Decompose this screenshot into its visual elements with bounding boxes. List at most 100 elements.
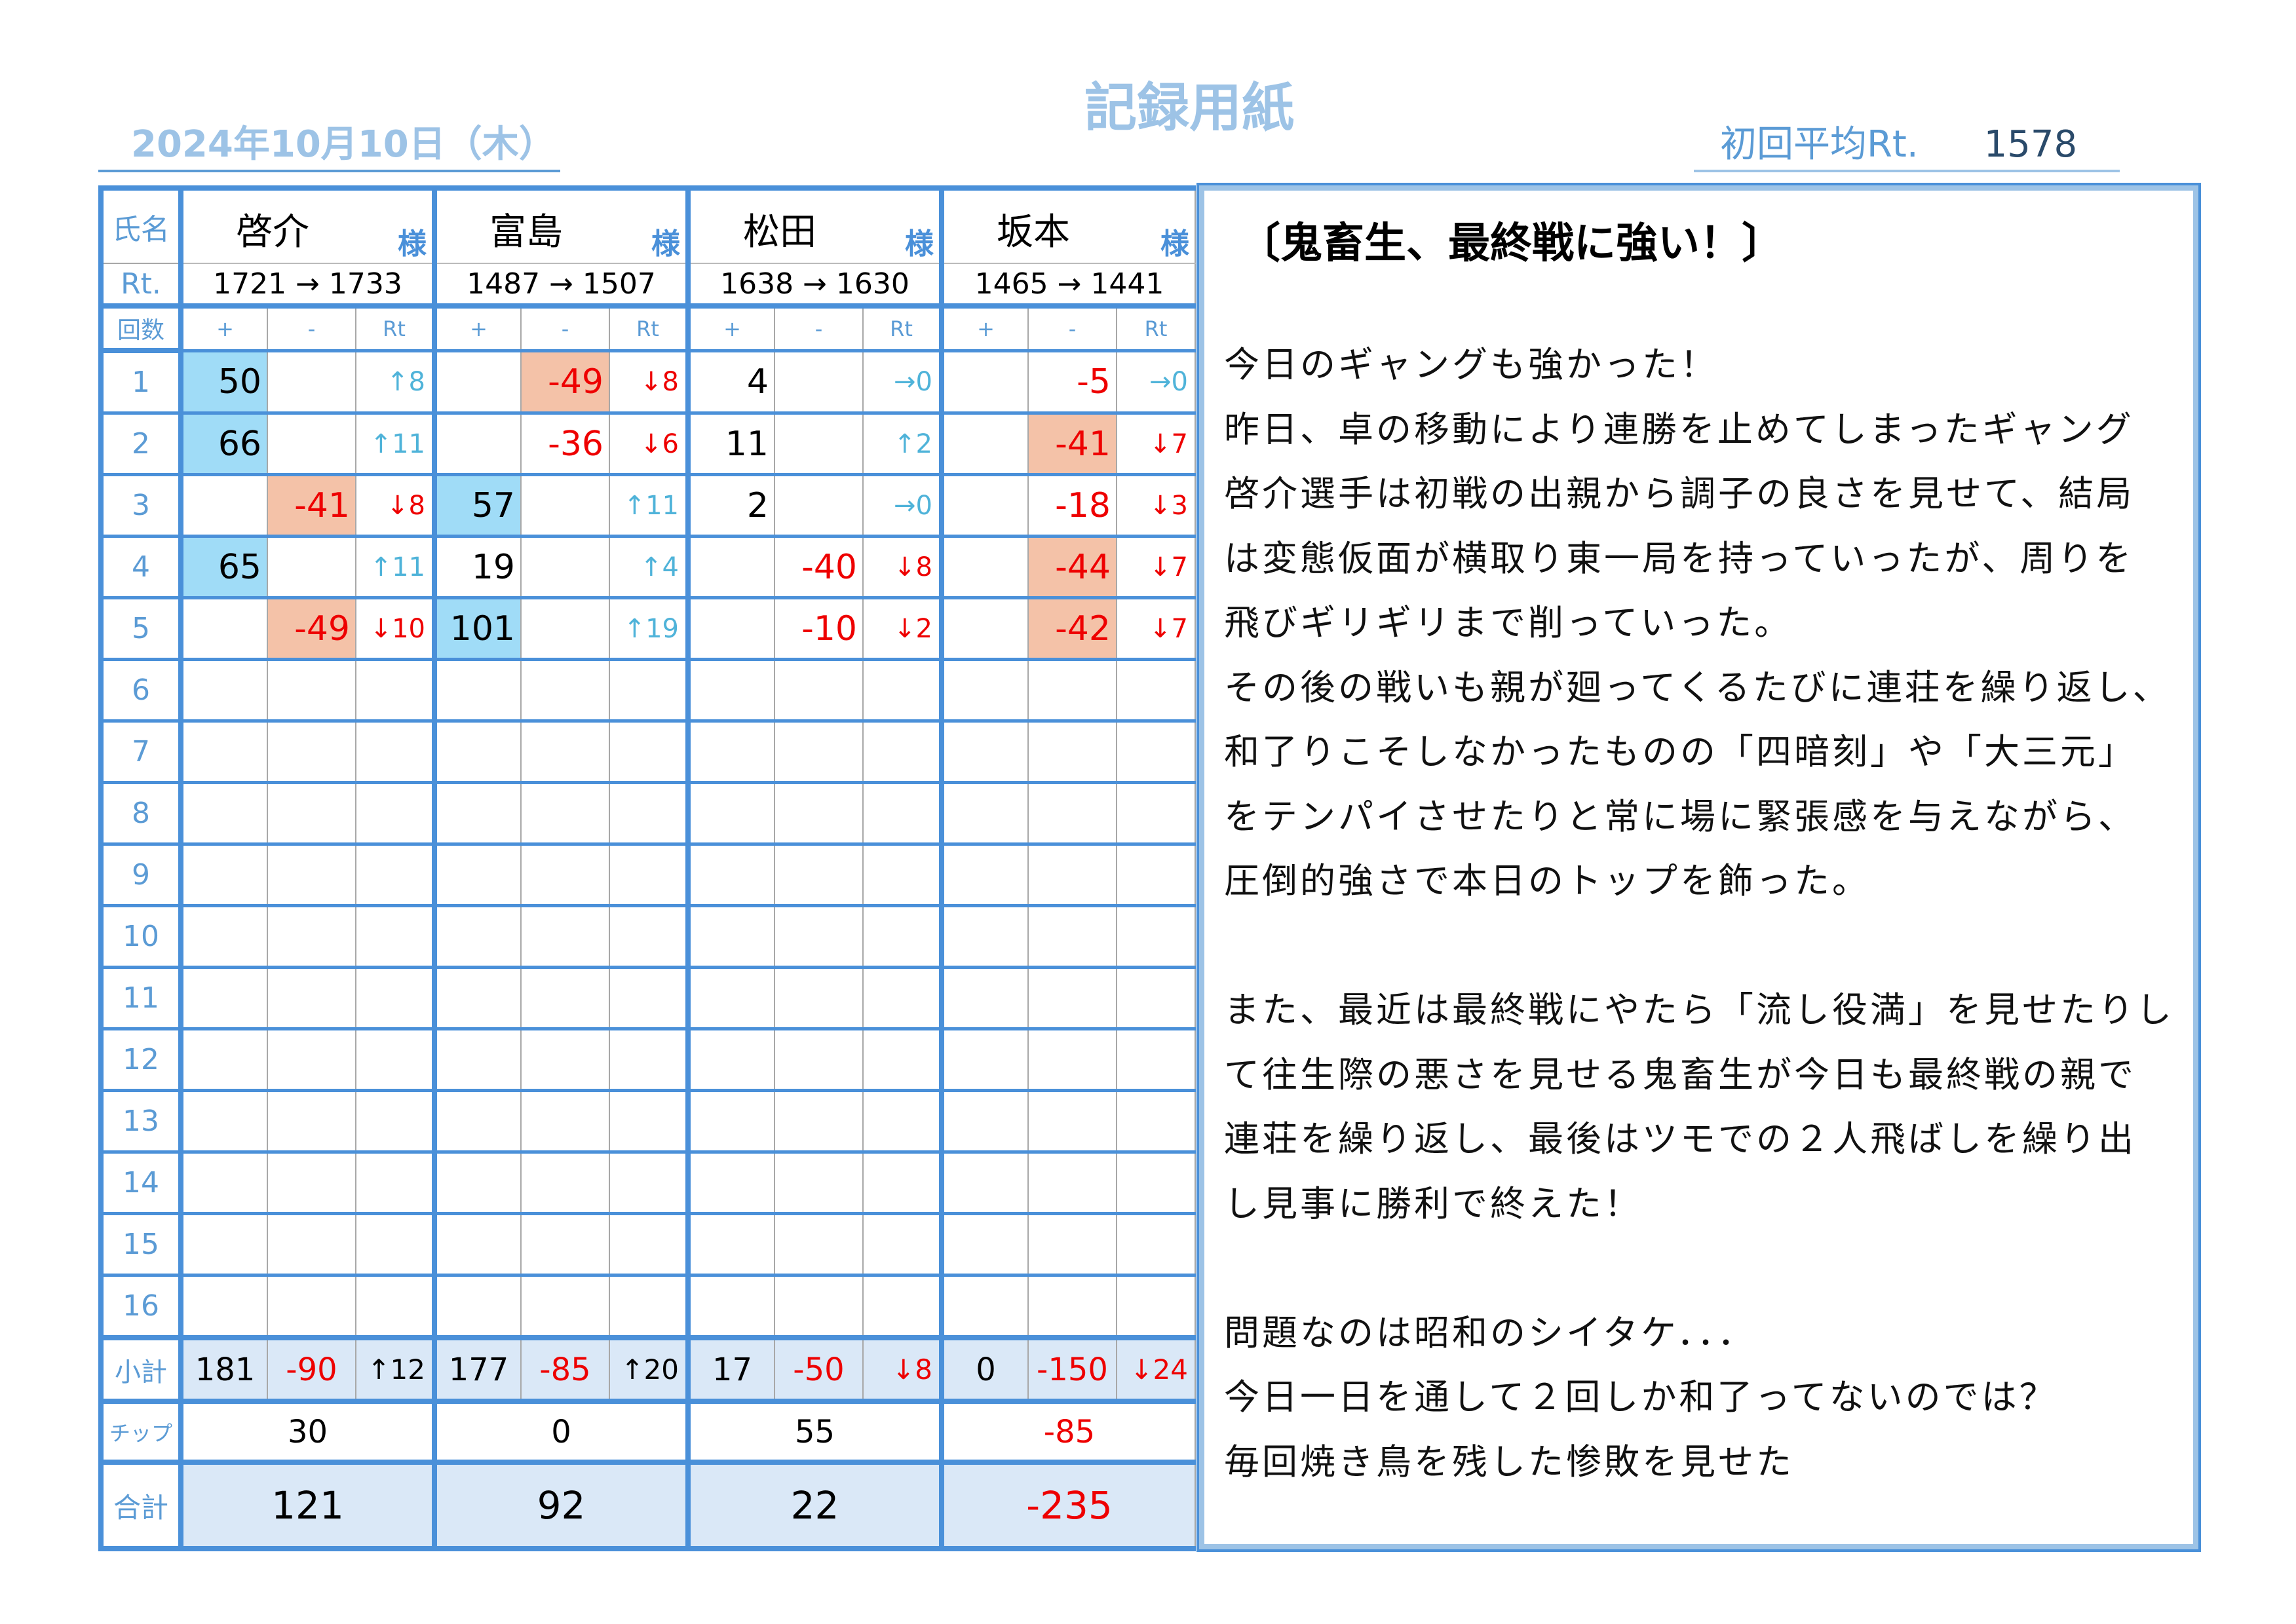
plus-score: 66 (178, 411, 268, 476)
rating-delta: ↓7 (1116, 596, 1196, 660)
round-number: 16 (98, 1274, 182, 1338)
col-minus: - (267, 303, 356, 351)
minus-score (774, 966, 864, 1030)
rating-delta: ↓6 (609, 411, 689, 476)
minus-score (1027, 966, 1117, 1030)
subtotal-rt: ↑20 (609, 1335, 689, 1402)
plus-score (939, 658, 1029, 722)
page-title: 記録用紙 (1084, 77, 1294, 138)
subtotal-plus: 177 (432, 1335, 522, 1402)
col-plus: + (432, 303, 522, 351)
col-minus: - (520, 303, 610, 351)
round-number: 11 (98, 966, 182, 1030)
memo-line: 飛びギリギリまで削っていった。 (1224, 602, 1793, 643)
plus-score (685, 1274, 775, 1338)
rating-delta (862, 1150, 942, 1215)
plus-score (178, 1274, 268, 1338)
minus-score (267, 966, 356, 1030)
subtotal-minus: -150 (1027, 1335, 1117, 1402)
col-minus: - (1027, 303, 1117, 351)
plus-score (178, 1212, 268, 1276)
rating-delta: ↑2 (862, 411, 942, 476)
plus-score (432, 842, 522, 907)
plus-score: 19 (432, 535, 522, 599)
minus-score (774, 781, 864, 845)
memo-line: て往生際の悪さを見せる鬼畜生が今日も最終戦の親で (1224, 1053, 2136, 1095)
minus-score (520, 781, 610, 845)
minus-score (520, 1212, 610, 1276)
minus-score (1027, 719, 1117, 784)
player-name-cell: 啓介 様 (178, 185, 435, 264)
minus-score (1027, 904, 1117, 968)
minus-score: -18 (1027, 473, 1117, 537)
memo-body: 今日のギャングも強かった！ 昨日、卓の移動により連勝を止めてしまったギャング 啓介選… (1224, 333, 2174, 1494)
minus-score (774, 473, 864, 537)
minus-score: -41 (267, 473, 356, 537)
rating-delta (1116, 904, 1196, 968)
plus-score: 4 (685, 349, 775, 414)
label-rating: Rt. (98, 263, 182, 307)
game-row: 10 (98, 904, 1196, 968)
plus-score (685, 535, 775, 599)
plus-score (685, 781, 775, 845)
round-number: 2 (98, 411, 182, 476)
rating-delta (609, 966, 689, 1030)
minus-score: -40 (774, 535, 864, 599)
plus-score (432, 1274, 522, 1338)
plus-score (939, 596, 1029, 660)
minus-score (1027, 1150, 1117, 1215)
col-plus: + (178, 303, 268, 351)
label-total: 合計 (98, 1460, 182, 1551)
memo-line: し見事に勝利で終えた！ (1224, 1182, 1642, 1224)
minus-score (520, 658, 610, 722)
plus-score (432, 1089, 522, 1153)
game-row: 4 65 ↑11 19 ↑4 -40 ↓8 -44 ↓7 (98, 535, 1196, 599)
minus-score (520, 1150, 610, 1215)
col-plus: + (685, 303, 775, 351)
honorific: 様 (905, 227, 934, 261)
minus-score (267, 349, 356, 414)
rating-delta (355, 1027, 435, 1091)
rating-delta (355, 966, 435, 1030)
honorific: 様 (651, 227, 680, 261)
round-number: 6 (98, 658, 182, 722)
label-name: 氏名 (98, 185, 182, 264)
round-number: 9 (98, 842, 182, 907)
game-row: 11 (98, 966, 1196, 1030)
plus-score (178, 719, 268, 784)
plus-score: 11 (685, 411, 775, 476)
minus-score (267, 781, 356, 845)
plus-score: 65 (178, 535, 268, 599)
plus-score (939, 1089, 1029, 1153)
plus-score: 2 (685, 473, 775, 537)
rating-delta (862, 1089, 942, 1153)
minus-score (774, 1274, 864, 1338)
subtotal-plus: 0 (939, 1335, 1029, 1402)
minus-score (520, 473, 610, 537)
rating-delta (1116, 719, 1196, 784)
minus-score (267, 535, 356, 599)
minus-score (1027, 1027, 1117, 1091)
rating-delta (1116, 1274, 1196, 1338)
plus-score (432, 411, 522, 476)
rating-delta: ↓8 (862, 535, 942, 599)
plus-score (939, 1027, 1029, 1091)
plus-score (178, 596, 268, 660)
minus-score (267, 1150, 356, 1215)
rating-delta (355, 658, 435, 722)
col-rt: Rt (1116, 303, 1196, 351)
rating-delta: ↑11 (355, 411, 435, 476)
plus-score (939, 904, 1029, 968)
player-rating-change: 1638 → 1630 (685, 263, 942, 307)
game-row: 1 50 ↑8 -49 ↓8 4 →0 -5 →0 (98, 348, 1196, 414)
minus-score (774, 842, 864, 907)
minus-score (267, 1274, 356, 1338)
rating-delta: ↑11 (609, 473, 689, 537)
game-row: 12 (98, 1027, 1196, 1091)
rating-delta (1116, 1150, 1196, 1215)
rating-delta (609, 781, 689, 845)
subtotal-plus: 181 (178, 1335, 268, 1402)
rating-delta (862, 719, 942, 784)
minus-score (520, 966, 610, 1030)
rating-delta (1116, 966, 1196, 1030)
